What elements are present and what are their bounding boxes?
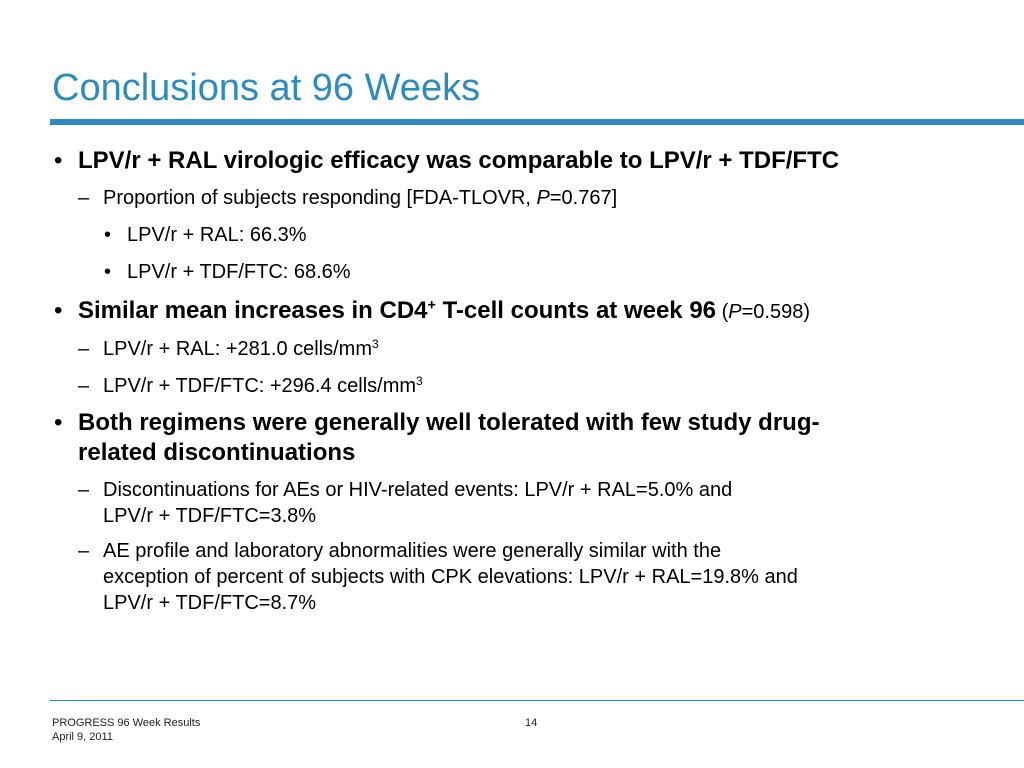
tolerability-line-1: Both regimens were generally well tolera… [78,409,820,436]
cubed-superscript: 3 [416,373,423,388]
bullet-tolerability: • Both regimens were generally well tole… [0,408,1024,468]
cd4-superscript: + [427,297,436,314]
footer-date: April 9, 2011 [52,731,113,743]
sub-bullet-ae-profile: – AE profile and laboratory abnormalitie… [0,538,1024,616]
p-value-symbol: P [728,301,742,323]
footer-info: PROGRESS 96 Week Results April 9, 2011 [52,716,200,744]
slide-body: • LPV/r + RAL virologic efficacy was com… [0,146,1024,616]
ae-profile-line-1: AE profile and laboratory abnormalities … [103,540,722,562]
proportion-text-prefix: Proportion of subjects responding [FDA-T… [103,187,537,209]
bullet-cd4: • Similar mean increases in CD4+ T-cell … [0,296,1024,327]
dash-marker: – [78,540,90,562]
tolerability-line-2: related discontinuations [78,439,356,466]
bullet-marker: • [104,261,112,283]
bullet-marker: • [104,224,112,246]
cubed-superscript: 3 [372,336,379,351]
tdf-response-text: LPV/r + TDF/FTC: 68.6% [127,261,351,283]
sub-bullet-proportion: – Proportion of subjects responding [FDA… [0,185,1024,211]
sub-sub-bullet-ral: • LPV/r + RAL: 66.3% [0,222,1024,248]
footer-study-name: PROGRESS 96 Week Results [52,717,201,729]
footer-divider [50,700,1024,701]
cd4-text-before: Similar mean increases in CD4 [78,297,428,324]
title-underline [50,119,1024,125]
bullet-efficacy-text: LPV/r + RAL virologic efficacy was compa… [78,147,840,174]
page-number: 14 [525,717,538,729]
cd4-paren-open: ( [716,301,729,323]
dash-marker: – [78,479,90,501]
proportion-text-suffix: =0.767] [549,187,618,209]
cd4-ral-text: LPV/r + RAL: +281.0 cells/mm [103,338,373,360]
bullet-efficacy: • LPV/r + RAL virologic efficacy was com… [0,146,1024,176]
sub-sub-bullet-tdf: • LPV/r + TDF/FTC: 68.6% [0,259,1024,285]
bullet-marker: • [54,297,63,324]
cd4-tdf-text: LPV/r + TDF/FTC: +296.4 cells/mm [103,375,417,397]
dash-marker: – [78,338,90,360]
sub-bullet-discontinuations: – Discontinuations for AEs or HIV-relate… [0,477,1024,529]
dash-marker: – [78,375,90,397]
slide-title: Conclusions at 96 Weeks [52,67,481,109]
sub-bullet-cd4-ral: – LPV/r + RAL: +281.0 cells/mm3 [0,336,1024,362]
ral-response-text: LPV/r + RAL: 66.3% [127,224,307,246]
cd4-text-after: T-cell counts at week 96 [435,297,717,324]
cd4-p-value: =0.598) [741,301,810,323]
discontinuations-line-1: Discontinuations for AEs or HIV-related … [103,479,733,501]
bullet-marker: • [54,147,63,174]
ae-profile-line-2: exception of percent of subjects with CP… [103,566,798,588]
dash-marker: – [78,187,90,209]
bullet-marker: • [54,409,63,436]
sub-bullet-cd4-tdf: – LPV/r + TDF/FTC: +296.4 cells/mm3 [0,373,1024,399]
p-value-symbol: P [536,187,550,209]
discontinuations-line-2: LPV/r + TDF/FTC=3.8% [103,505,317,527]
ae-profile-line-3: LPV/r + TDF/FTC=8.7% [103,592,317,614]
